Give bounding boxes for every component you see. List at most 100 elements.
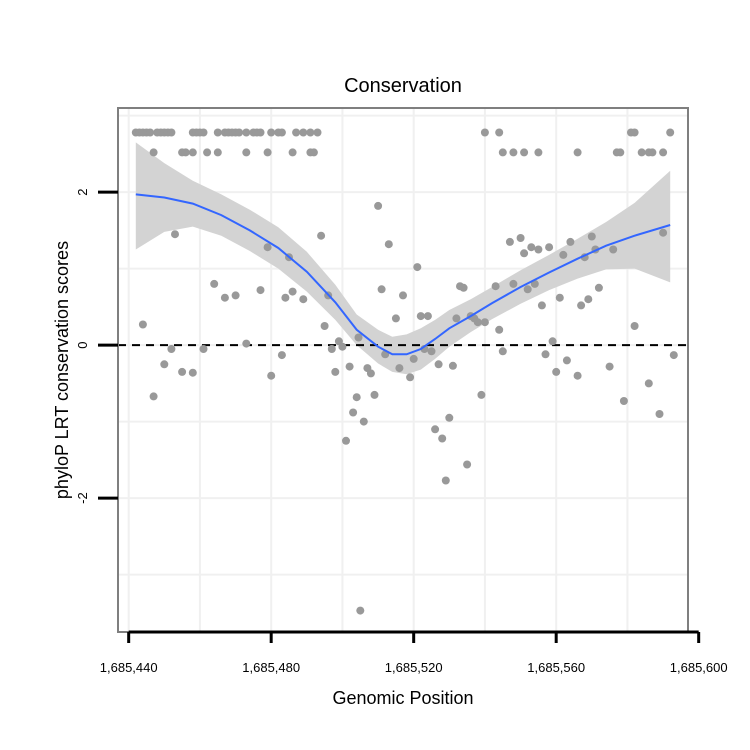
data-point bbox=[659, 148, 668, 157]
data-point bbox=[188, 368, 197, 377]
data-point bbox=[477, 390, 486, 399]
data-point bbox=[263, 243, 272, 252]
data-point bbox=[427, 347, 436, 356]
data-point bbox=[210, 279, 219, 288]
data-point bbox=[288, 148, 297, 157]
data-point bbox=[548, 337, 557, 346]
data-point bbox=[149, 392, 158, 401]
x-tick-label: 1,685,520 bbox=[385, 660, 443, 675]
data-point bbox=[220, 293, 229, 302]
data-point bbox=[331, 367, 340, 376]
data-point bbox=[391, 314, 400, 323]
data-point bbox=[594, 283, 603, 292]
data-point bbox=[534, 245, 543, 254]
y-axis-title: phyloP LRT conservation scores bbox=[52, 241, 72, 499]
data-point bbox=[178, 367, 187, 376]
data-point bbox=[509, 148, 518, 157]
data-point bbox=[352, 393, 361, 402]
data-point bbox=[235, 128, 244, 137]
data-point bbox=[619, 397, 628, 405]
data-point bbox=[416, 312, 425, 321]
data-point bbox=[523, 285, 532, 294]
data-point bbox=[463, 460, 472, 469]
y-tick-label: -2 bbox=[75, 492, 90, 504]
data-point bbox=[317, 231, 326, 240]
data-point bbox=[445, 413, 454, 422]
data-point bbox=[288, 287, 297, 296]
data-point bbox=[637, 148, 646, 157]
data-point bbox=[349, 408, 358, 417]
data-point bbox=[562, 356, 571, 365]
data-point bbox=[263, 148, 272, 157]
data-point bbox=[313, 128, 322, 137]
data-point bbox=[146, 128, 155, 137]
data-point bbox=[605, 362, 614, 371]
data-point bbox=[345, 362, 354, 371]
data-point bbox=[669, 351, 678, 360]
data-point bbox=[377, 285, 386, 294]
data-point bbox=[167, 128, 176, 137]
x-tick-label: 1,685,600 bbox=[670, 660, 728, 675]
data-point bbox=[277, 351, 286, 360]
data-point bbox=[267, 128, 276, 137]
data-point bbox=[566, 237, 575, 246]
data-point bbox=[441, 476, 450, 485]
data-point bbox=[516, 234, 525, 242]
data-point bbox=[423, 312, 432, 321]
data-point bbox=[370, 390, 379, 399]
data-point bbox=[559, 250, 568, 259]
data-point bbox=[587, 232, 596, 241]
data-point bbox=[545, 243, 554, 252]
confidence-ribbon bbox=[135, 142, 671, 375]
data-point bbox=[231, 291, 240, 300]
chart-title: Conservation bbox=[344, 75, 462, 97]
data-point bbox=[527, 243, 536, 252]
data-point bbox=[242, 339, 251, 348]
x-tick-label: 1,685,480 bbox=[242, 660, 300, 675]
data-point bbox=[160, 360, 169, 369]
data-point bbox=[452, 314, 461, 323]
data-point bbox=[399, 291, 407, 300]
data-point bbox=[498, 347, 507, 356]
data-point bbox=[480, 128, 489, 137]
data-point bbox=[644, 379, 653, 388]
data-point bbox=[256, 286, 265, 295]
data-point bbox=[438, 434, 447, 443]
data-point bbox=[459, 283, 468, 292]
x-tick-label: 1,685,440 bbox=[100, 660, 158, 675]
data-point bbox=[292, 128, 301, 137]
data-point bbox=[609, 245, 618, 254]
data-point bbox=[167, 345, 176, 353]
data-point bbox=[534, 148, 543, 157]
x-axis-title: Genomic Position bbox=[332, 688, 473, 708]
data-point bbox=[267, 371, 276, 380]
data-point bbox=[537, 301, 546, 310]
data-point bbox=[616, 148, 625, 157]
data-point bbox=[299, 128, 308, 137]
data-point bbox=[413, 263, 422, 272]
data-point bbox=[199, 128, 208, 137]
data-point bbox=[630, 128, 639, 137]
data-point bbox=[505, 237, 514, 246]
data-point bbox=[299, 295, 308, 304]
data-point bbox=[256, 128, 265, 137]
confidence-ribbon-layer bbox=[135, 142, 671, 375]
data-point bbox=[384, 240, 393, 249]
data-point bbox=[359, 417, 368, 426]
y-tick-label: 2 bbox=[75, 188, 90, 195]
data-point bbox=[199, 345, 208, 353]
data-point bbox=[320, 322, 329, 330]
data-point bbox=[495, 128, 504, 137]
data-point bbox=[354, 333, 363, 342]
data-point bbox=[473, 318, 482, 327]
data-point bbox=[149, 148, 158, 157]
data-point bbox=[491, 282, 500, 291]
data-point bbox=[406, 373, 415, 382]
data-point bbox=[374, 201, 383, 210]
y-axis: -2 0 2 bbox=[75, 188, 118, 504]
data-point bbox=[309, 148, 318, 157]
data-point bbox=[327, 345, 336, 353]
data-point bbox=[366, 369, 375, 378]
data-point bbox=[203, 148, 212, 157]
